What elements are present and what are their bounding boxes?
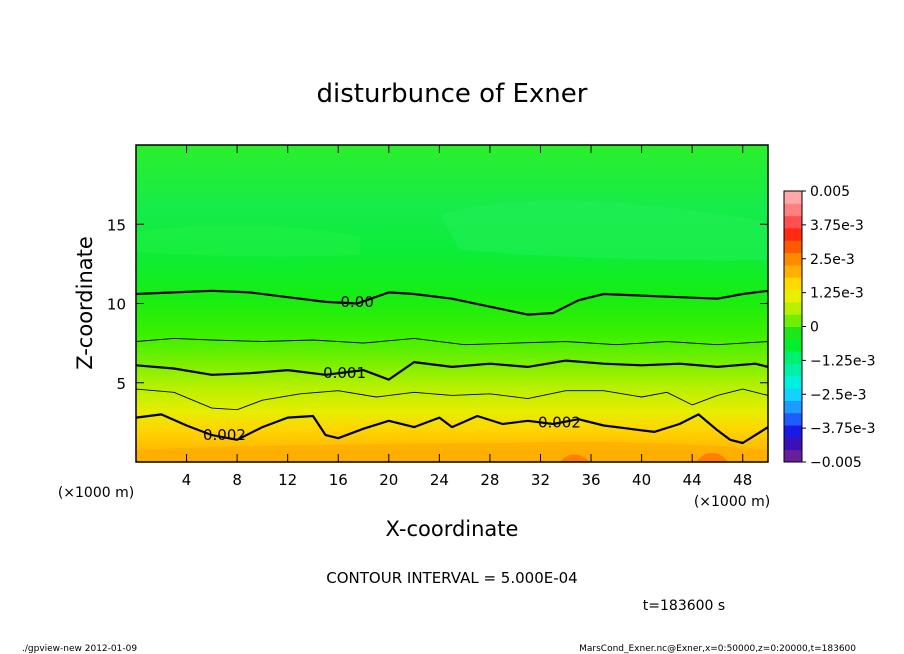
- colorbar-cell: [784, 326, 802, 340]
- colorbar-cell: [784, 191, 802, 204]
- field-patch-upper: [440, 200, 768, 261]
- colorbar-cell: [784, 351, 802, 364]
- plot-area: 0.00 0.001 0.002 0.002: [135, 144, 769, 463]
- field-patch-bottom: [136, 441, 768, 462]
- x-tick-label: 36: [581, 471, 600, 489]
- colorbar-cell: [784, 400, 802, 414]
- colorbar-cell: [784, 388, 802, 401]
- colorbar-cell: [784, 375, 802, 389]
- colorbar-cell: [784, 264, 802, 278]
- x-tick-label: 40: [632, 471, 651, 489]
- colorbar-cell: [784, 449, 802, 463]
- field-patch-upper-left: [136, 225, 360, 257]
- field-patch-orange-b: [696, 453, 728, 462]
- contour-line-4: [136, 413, 768, 445]
- colorbar-cell: [784, 412, 802, 426]
- contour-line-0: [136, 289, 768, 316]
- x-tick-label: 44: [683, 471, 702, 489]
- colorbar-label: 1.25e-3: [810, 286, 864, 302]
- colorbar-cell: [784, 425, 802, 438]
- colorbar-label: −0.005: [810, 455, 862, 471]
- contour-label-2: 0.002: [203, 426, 246, 444]
- colorbar-labels: 0.005 3.75e-3 2.5e-3 1.25e-3 0 −1.25e-3 −2.5e-…: [802, 184, 875, 471]
- x-tick-label: 8: [232, 471, 242, 489]
- y-axis-label: Z-coordinate: [73, 236, 97, 370]
- contour-line-1: [136, 337, 768, 346]
- colorbar-cell: [784, 289, 802, 303]
- x-tick-label: 12: [278, 471, 297, 489]
- colorbar-cells: [784, 191, 802, 463]
- colorbar-cell: [784, 301, 802, 315]
- colorbar-label: −2.5e-3: [810, 387, 867, 403]
- x-axis-label: X-coordinate: [386, 517, 519, 541]
- colorbar-label: −1.25e-3: [810, 353, 875, 369]
- y-tick-label: 5: [116, 375, 126, 393]
- contour-line-3: [136, 388, 768, 411]
- contour-lines: [136, 289, 768, 445]
- x-unit-right: (×1000 m): [694, 494, 770, 510]
- footer-right: MarsCond_Exner.nc@Exner,x=0:50000,z=0:20…: [579, 644, 856, 654]
- colorbar-label: −3.75e-3: [810, 421, 875, 437]
- contour-label-1: 0.001: [323, 364, 366, 382]
- time-label: t=183600 s: [643, 598, 725, 614]
- colorbar-label: 0.005: [810, 184, 850, 200]
- field-patches: [136, 200, 768, 462]
- colorbar-cell: [784, 203, 802, 217]
- contour-label-0: 0.00: [340, 293, 373, 311]
- colorbar-cell: [784, 363, 802, 377]
- field-patch-orange-a: [560, 454, 590, 462]
- colorbar: 0.005 3.75e-3 2.5e-3 1.25e-3 0 −1.25e-3 −2.5e-…: [783, 184, 875, 471]
- x-axis-ticks: 4 8 12 16 20 24 28 32 36 40 44 48: [182, 145, 752, 489]
- colorbar-cell: [784, 252, 802, 266]
- colorbar-label: 3.75e-3: [810, 218, 864, 234]
- colorbar-cell: [784, 338, 802, 352]
- y-axis-ticks: 5 10 15: [107, 216, 768, 393]
- contour-line-2: [136, 359, 768, 381]
- x-unit-left: (×1000 m): [58, 485, 134, 501]
- x-tick-label: 28: [480, 471, 499, 489]
- colorbar-label: 2.5e-3: [810, 252, 855, 268]
- x-tick-label: 4: [182, 471, 192, 489]
- x-tick-label: 20: [379, 471, 398, 489]
- x-tick-label: 16: [329, 471, 348, 489]
- colorbar-cell: [784, 240, 802, 254]
- colorbar-cell: [784, 277, 802, 291]
- x-tick-label: 48: [733, 471, 752, 489]
- chart-title: disturbunce of Exner: [317, 79, 588, 109]
- contour-label-3: 0.002: [538, 413, 581, 431]
- contour-interval-label: CONTOUR INTERVAL = 5.000E-04: [326, 569, 577, 587]
- field-fill: [136, 145, 768, 462]
- colorbar-cell: [784, 227, 802, 241]
- colorbar-cell: [784, 215, 802, 229]
- colorbar-cell: [784, 314, 802, 327]
- colorbar-label: 0: [810, 320, 819, 336]
- x-tick-label: 24: [430, 471, 449, 489]
- x-tick-label: 32: [531, 471, 550, 489]
- y-tick-label: 10: [107, 296, 126, 314]
- contour-labels: 0.00 0.001 0.002 0.002: [203, 293, 581, 444]
- y-tick-label: 15: [107, 216, 126, 234]
- colorbar-cell: [784, 437, 802, 451]
- footer-left: ./gpview-new 2012-01-09: [22, 644, 137, 654]
